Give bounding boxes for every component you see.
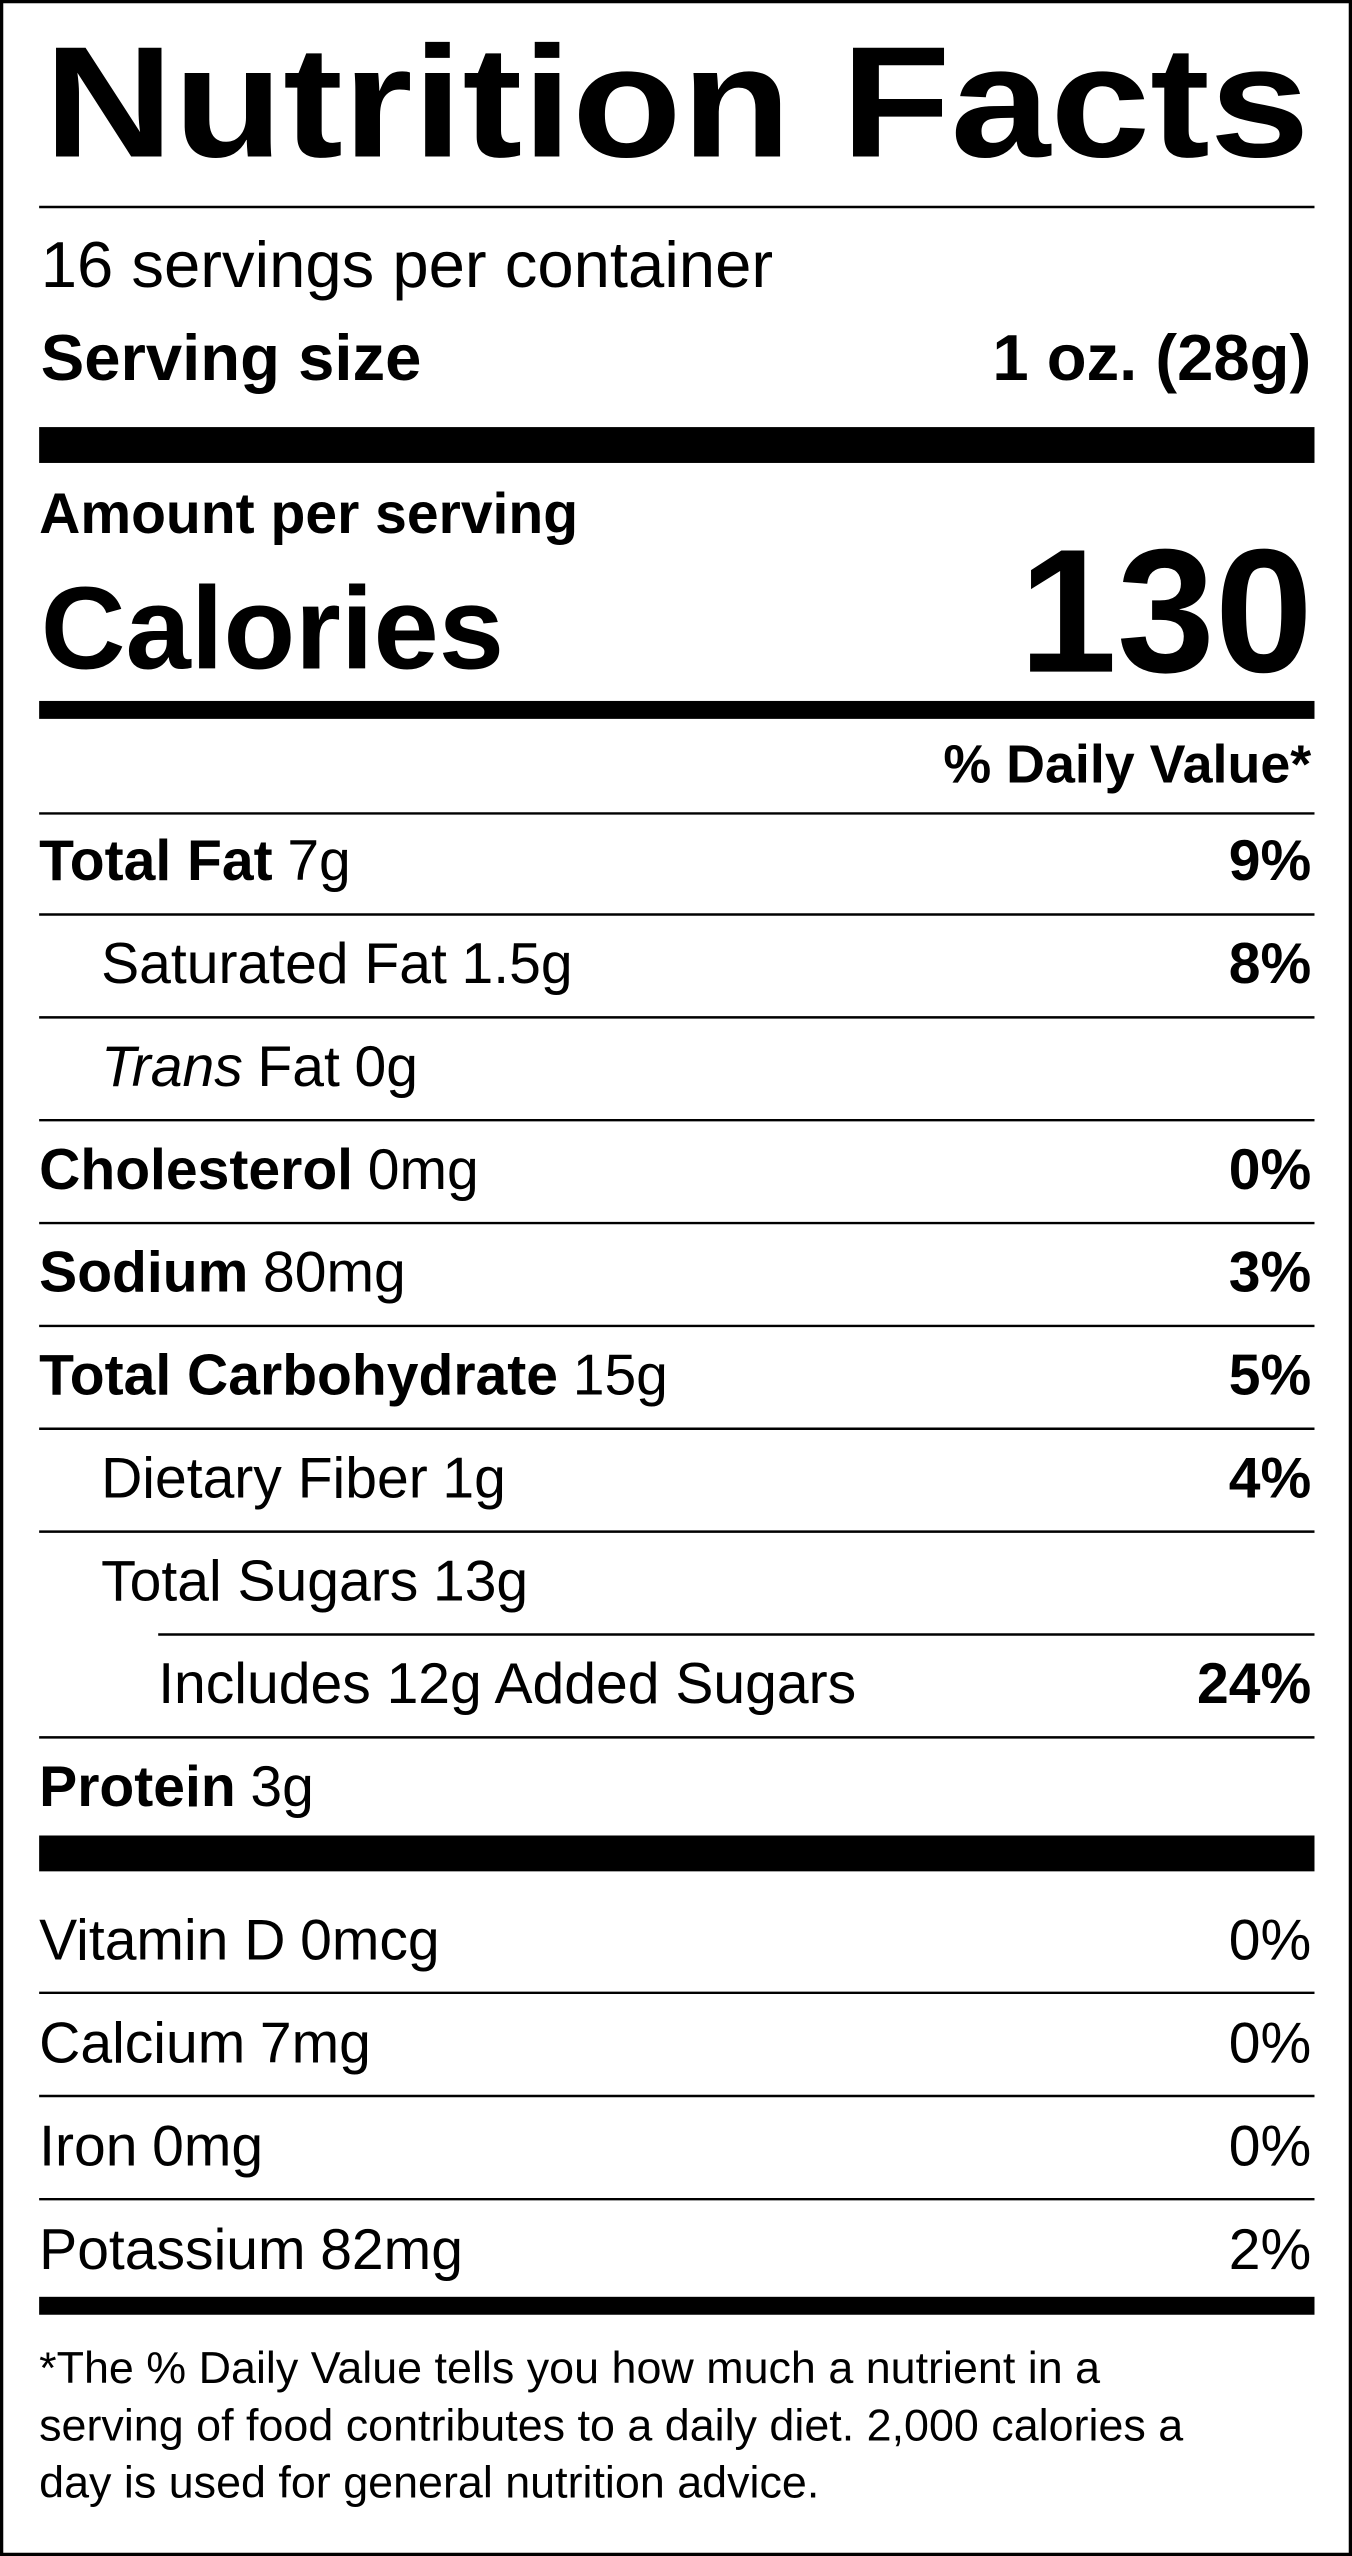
nutrient-name: Total Sugars xyxy=(101,1549,418,1613)
nutrient-amount: 0mg xyxy=(152,2115,263,2179)
nutrient-row: Saturated Fat 1.5g xyxy=(101,932,572,996)
nutrient-name: Saturated Fat xyxy=(101,932,447,996)
nutrient-name: Fat xyxy=(257,1035,340,1099)
nutrient-amount: 7mg xyxy=(260,2012,371,2076)
footnote-line: serving of food contributes to a daily d… xyxy=(39,2399,1183,2450)
nutrient-amount: 3g xyxy=(250,1755,313,1819)
nutrient-amount: 80mg xyxy=(263,1241,406,1305)
daily-value: 5% xyxy=(1229,1344,1311,1408)
daily-value: 0% xyxy=(1229,1908,1311,1972)
nutrient-row: Trans Fat 0g xyxy=(101,1035,418,1099)
nutrient-row: Protein 3g xyxy=(39,1755,314,1819)
daily-value: 3% xyxy=(1229,1241,1311,1305)
nutrient-amount: 1g xyxy=(442,1446,505,1510)
amount-per-serving: Amount per serving xyxy=(39,482,578,546)
daily-value: 8% xyxy=(1229,932,1311,996)
nutrient-row: Dietary Fiber 1g xyxy=(101,1446,506,1510)
nutrient-row: Total Sugars 13g xyxy=(101,1549,528,1613)
nutrient-name-italic: Trans xyxy=(101,1035,243,1099)
footnote-line: day is used for general nutrition advice… xyxy=(39,2456,819,2507)
daily-value: 9% xyxy=(1229,829,1311,893)
serving-size-label: Serving size xyxy=(41,321,422,394)
serving-size-value: 1 oz. (28g) xyxy=(992,321,1311,394)
nutrient-amount: 1.5g xyxy=(462,932,573,996)
nutrient-name: Cholesterol xyxy=(39,1138,353,1202)
thick-bar xyxy=(39,427,1315,463)
thick-bar xyxy=(39,1835,1315,1872)
nutrient-row: Calcium 7mg xyxy=(39,2012,371,2076)
nutrient-name: Total Fat xyxy=(39,829,273,893)
daily-value: 4% xyxy=(1229,1446,1311,1510)
nutrient-row: Potassium 82mg xyxy=(39,2218,463,2282)
servings: 16 servings per container xyxy=(41,228,773,301)
nutrient-name: Vitamin D xyxy=(39,1908,285,1972)
nutrient-amount: 15g xyxy=(573,1344,668,1408)
nutrient-row: Iron 0mg xyxy=(39,2115,263,2179)
nutrient-name: Calcium xyxy=(39,2012,245,2076)
medium-bar xyxy=(39,2296,1315,2315)
nutrient-name: Dietary Fiber xyxy=(101,1446,428,1510)
nutrient-row: Vitamin D 0mcg xyxy=(39,1908,440,1972)
daily-value-header: % Daily Value* xyxy=(943,734,1311,794)
nutrient-amount: 0g xyxy=(355,1035,418,1099)
nutrient-amount: 0mcg xyxy=(300,1908,440,1972)
nutrient-name: Protein xyxy=(39,1755,236,1819)
daily-value: 0% xyxy=(1229,2012,1311,2076)
nutrient-row: Includes 12g Added Sugars xyxy=(158,1652,856,1716)
nutrient-amount: 0mg xyxy=(368,1138,479,1202)
nutrient-amount: 13g xyxy=(433,1549,528,1613)
title: Nutrition Facts xyxy=(44,14,1310,191)
daily-value: 2% xyxy=(1229,2218,1311,2282)
daily-value: 0% xyxy=(1229,2115,1311,2179)
nutrient-amount: 82mg xyxy=(320,2218,463,2282)
calories-value: 130 xyxy=(1019,514,1313,710)
nutrient-row: Total Carbohydrate 15g xyxy=(39,1344,668,1408)
nutrient-row: Cholesterol 0mg xyxy=(39,1138,479,1202)
daily-value: 24% xyxy=(1197,1652,1311,1716)
daily-value: 0% xyxy=(1229,1138,1311,1202)
medium-bar xyxy=(39,700,1315,719)
footnote-line: *The % Daily Value tells you how much a … xyxy=(39,2342,1100,2393)
nutrient-name: Includes 12g Added Sugars xyxy=(158,1652,856,1716)
calories-label: Calories xyxy=(41,562,504,693)
nutrient-name: Sodium xyxy=(39,1241,248,1305)
nutrient-row: Total Fat 7g xyxy=(39,829,351,893)
nutrient-name: Potassium xyxy=(39,2218,305,2282)
nutrient-name: Total Carbohydrate xyxy=(39,1344,558,1408)
nutrient-amount: 7g xyxy=(287,829,350,893)
nutrient-name: Iron xyxy=(39,2115,137,2179)
nutrient-row: Sodium 80mg xyxy=(39,1241,406,1305)
